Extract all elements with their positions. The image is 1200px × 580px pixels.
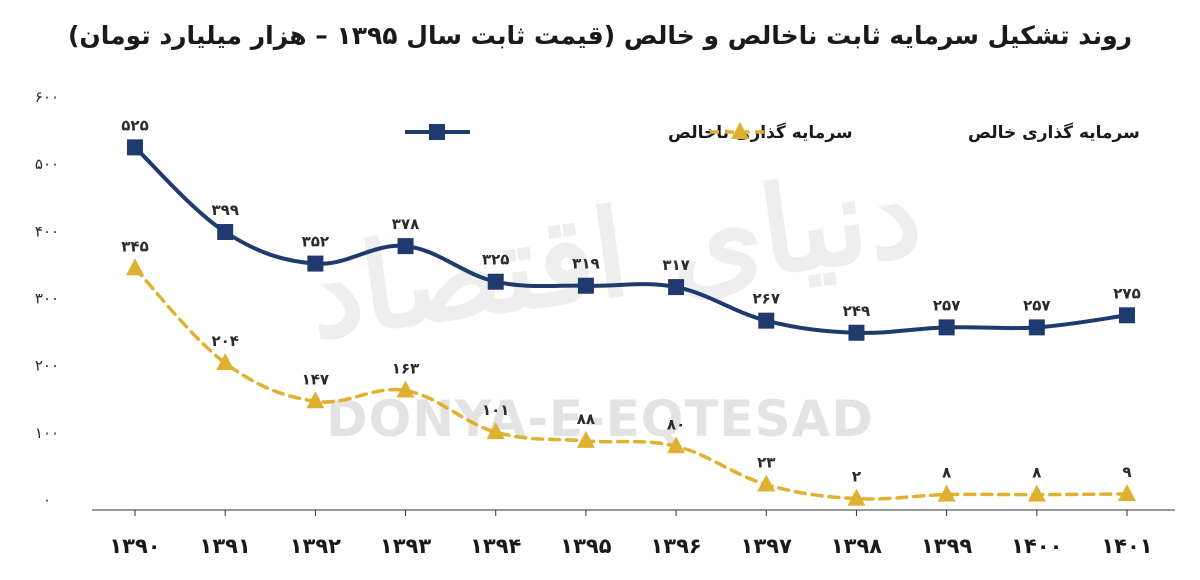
data-label-net: ۸ xyxy=(942,464,951,482)
x-tick-label: ۱۳۹۹ xyxy=(921,534,972,558)
x-axis: ۱۳۹۰ ۱۳۹۱ ۱۳۹۲ ۱۳۹۳ ۱۳۹۴ ۱۳۹۵ ۱۳۹۶ ۱۳۹۷ ۱۳۹۸ ۱۳۹۹… xyxy=(109,510,1153,558)
x-tick-label: ۱۳۹۱ xyxy=(200,534,251,558)
series-layer xyxy=(126,139,1136,506)
data-label-gross: ۲۴۹ xyxy=(843,302,870,320)
legend-item-net[interactable]: سرمایه گذاری خالص xyxy=(710,122,1140,143)
data-label-gross: ۳۲۵ xyxy=(482,251,509,269)
data-label-net: ۲۰۴ xyxy=(211,332,238,350)
data-point-net[interactable] xyxy=(847,488,866,506)
triangle-marker-icon xyxy=(731,122,749,139)
data-point-gross[interactable] xyxy=(487,273,504,290)
data-label-net: ۱۰۱ xyxy=(482,401,509,419)
data-point-net[interactable] xyxy=(1027,484,1046,502)
y-tick-label: ۵۰۰ xyxy=(35,155,59,173)
data-point-gross[interactable] xyxy=(1028,319,1045,336)
data-point-net[interactable] xyxy=(667,436,686,454)
y-tick-label: ۴۰۰ xyxy=(35,222,59,240)
data-label-gross: ۳۵۲ xyxy=(302,233,329,251)
y-tick-label: ۰ xyxy=(43,491,51,509)
data-label-gross: ۲۷۵ xyxy=(1113,284,1140,302)
data-point-net[interactable] xyxy=(216,352,235,370)
data-label-gross: ۳۱۹ xyxy=(572,255,599,273)
legend-item-gross[interactable]: سرمایه گذاری ناخالص xyxy=(405,122,853,143)
legend-label-net: سرمایه گذاری خالص xyxy=(968,122,1140,143)
data-point-gross[interactable] xyxy=(307,255,324,272)
data-label-gross: ۵۲۵ xyxy=(121,116,148,134)
data-label-gross: ۳۹۹ xyxy=(211,201,238,219)
data-label-gross: ۳۷۸ xyxy=(392,215,419,233)
x-tick-label: ۱۳۹۷ xyxy=(741,534,792,558)
data-label-gross: ۲۵۷ xyxy=(1023,296,1050,314)
data-point-net[interactable] xyxy=(1118,483,1136,501)
data-point-net[interactable] xyxy=(306,391,325,409)
x-tick-label: ۱۳۹۳ xyxy=(380,534,431,558)
data-label-net: ۱۴۷ xyxy=(302,370,329,388)
data-point-gross[interactable] xyxy=(668,279,685,296)
data-point-gross[interactable] xyxy=(1119,307,1135,324)
data-label-gross: ۲۵۷ xyxy=(933,296,960,314)
data-point-net[interactable] xyxy=(937,484,956,502)
data-labels-layer: ۵۲۵ ۳۹۹ ۳۵۲ ۳۷۸ ۳۲۵ ۳۱۹ ۳۱۷ ۲۶۷ ۲۴۹ ۲۵۷ ۲۵۷ ۲۷۵ ۳۴۵ ۲… xyxy=(121,116,1140,485)
y-tick-label: ۱۰۰ xyxy=(35,424,59,442)
data-label-net: ۹ xyxy=(1122,463,1131,481)
watermark-latin: DONYA-E-EQTESAD xyxy=(326,390,874,448)
data-label-net: ۸۸ xyxy=(577,410,595,428)
data-label-net: ۲۳ xyxy=(757,454,775,472)
data-point-gross[interactable] xyxy=(397,238,414,255)
y-tick-label: ۶۰۰ xyxy=(35,88,59,106)
x-tick-label: ۱۳۹۸ xyxy=(831,534,882,558)
data-label-net: ۲ xyxy=(852,468,861,486)
x-tick-label: ۱۳۹۴ xyxy=(470,534,521,558)
data-point-net[interactable] xyxy=(396,380,415,398)
data-point-gross[interactable] xyxy=(848,324,865,341)
legend: سرمایه گذاری ناخالص سرمایه گذاری خالص xyxy=(405,122,1140,143)
data-point-gross[interactable] xyxy=(127,139,143,156)
y-axis: ۰ ۱۰۰ ۲۰۰ ۳۰۰ ۴۰۰ ۵۰۰ ۶۰۰ xyxy=(35,88,59,509)
x-tick-label: ۱۳۹۲ xyxy=(290,534,341,558)
data-point-gross[interactable] xyxy=(577,277,594,294)
x-tick-label: ۱۴۰۱ xyxy=(1101,534,1152,558)
x-tick-label: ۱۳۹۰ xyxy=(109,534,160,558)
data-label-net: ۸۰ xyxy=(667,415,685,433)
data-label-net: ۸ xyxy=(1032,464,1041,482)
data-label-gross: ۲۶۷ xyxy=(753,290,780,308)
x-tick-label: ۱۴۰۰ xyxy=(1011,534,1062,558)
data-point-net[interactable] xyxy=(486,422,505,440)
x-tick-label: ۱۳۹۶ xyxy=(650,534,701,558)
y-tick-label: ۳۰۰ xyxy=(35,290,59,308)
data-point-gross[interactable] xyxy=(758,312,775,329)
data-point-net[interactable] xyxy=(576,430,595,448)
data-label-net: ۳۴۵ xyxy=(121,237,148,255)
data-point-net[interactable] xyxy=(757,474,776,492)
y-tick-label: ۲۰۰ xyxy=(35,357,59,375)
chart-title: روند تشکیل سرمایه ثابت ناخالص و خالص (قی… xyxy=(68,21,1132,51)
data-point-gross[interactable] xyxy=(938,319,955,336)
data-label-gross: ۳۱۷ xyxy=(662,256,689,274)
data-label-net: ۱۶۳ xyxy=(392,360,419,378)
data-point-net[interactable] xyxy=(126,258,144,276)
x-tick-label: ۱۳۹۵ xyxy=(560,534,611,558)
data-point-gross[interactable] xyxy=(217,224,234,241)
square-marker-icon xyxy=(429,124,445,140)
